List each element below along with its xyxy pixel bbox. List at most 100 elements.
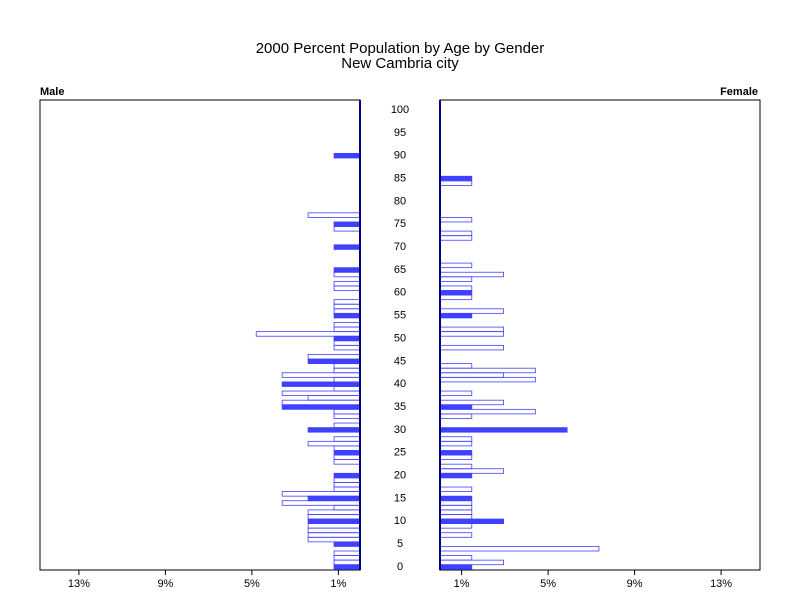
bar [439,495,473,502]
bar [439,404,473,410]
bar [333,564,361,570]
bar [439,326,504,333]
panel-label: Male [40,86,64,98]
bar [439,486,473,492]
bar [281,399,361,406]
bar [333,153,361,159]
bar [439,271,504,278]
bar [307,518,361,524]
x-tick-label: 13% [710,578,732,590]
bar [333,436,361,442]
bar [439,216,473,223]
bar [333,504,361,511]
bar [281,404,361,410]
bar [439,367,536,374]
y-tick-label: 25 [394,447,406,459]
bar [307,509,361,515]
y-tick-label: 10 [394,515,406,527]
bar [333,459,361,465]
y-tick-label: 90 [394,150,406,162]
bar [307,354,361,360]
bar [439,463,473,470]
bar [439,564,473,570]
bar [439,514,473,520]
bar [333,376,361,383]
bar [307,527,361,534]
bar [333,477,361,483]
bar [439,235,473,241]
bar [439,262,473,269]
panel-label: Female [720,86,758,98]
bar [439,344,504,351]
bar [281,491,361,497]
bar [333,445,361,451]
bar [333,299,361,305]
bar [333,363,361,369]
bar [333,454,361,461]
y-tick-label: 0 [397,561,403,573]
bar [333,555,361,561]
bar [333,312,361,319]
bar [307,514,361,520]
x-tick-label: 9% [157,578,173,590]
bar [439,376,536,383]
bar [439,285,473,291]
bar [307,523,361,529]
bar [439,413,473,419]
bar [439,468,504,474]
bar [281,381,361,387]
bar [333,472,361,479]
x-tick-label: 13% [68,578,90,590]
bar [439,436,473,442]
bar [333,340,361,346]
bar [439,294,473,301]
y-tick-label: 60 [394,287,406,299]
bar [439,450,473,456]
x-tick-label: 5% [540,578,556,590]
bar [439,290,473,296]
bar [439,472,473,479]
bar [333,267,361,273]
bar [439,276,473,282]
bar [439,504,473,511]
bar [281,500,361,506]
bar [439,555,473,561]
y-tick-label: 70 [394,241,406,253]
bar [333,550,361,556]
y-tick-label: 85 [394,172,406,184]
y-tick-label: 30 [394,424,406,436]
x-tick-label: 5% [244,578,260,590]
bar [255,331,361,337]
bar [439,523,473,529]
bar [333,408,361,415]
y-tick-label: 75 [394,218,406,230]
bar [439,230,473,237]
bar [333,226,361,232]
y-tick-label: 15 [394,492,406,504]
bar [307,536,361,543]
bar [439,363,473,369]
bar [439,399,504,406]
bar [307,212,361,218]
y-tick-label: 5 [397,538,403,550]
bar [333,344,361,351]
y-tick-label: 20 [394,470,406,482]
y-tick-label: 80 [394,195,406,207]
bar [307,427,361,433]
bar [307,440,361,447]
bar [333,308,361,314]
bar [439,331,504,337]
female-panel [439,99,761,571]
bar [333,326,361,333]
bar [333,303,361,310]
bar [307,532,361,538]
bar [333,482,361,488]
y-tick-label: 50 [394,332,406,344]
x-tick-label: 1% [454,578,470,590]
x-tick-label: 1% [330,578,346,590]
bar [439,175,473,182]
bar [439,308,504,314]
bar [333,541,361,547]
y-tick-label: 55 [394,310,406,322]
